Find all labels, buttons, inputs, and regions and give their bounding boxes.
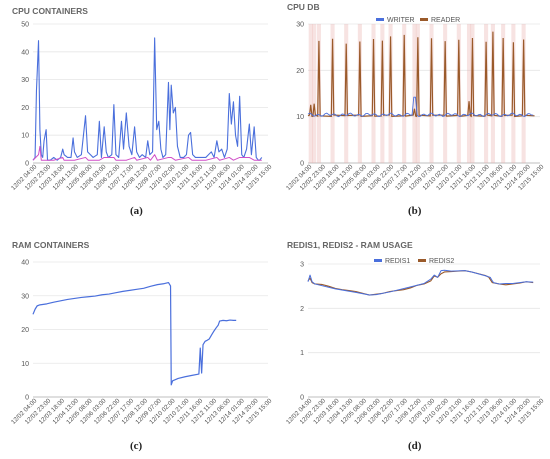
reader-spike-band [388,24,393,163]
y-tick-label-redis-ram-1: 1 [300,350,304,357]
reader-spike-band [312,24,317,163]
title-cpu-db: CPU DB [287,2,320,12]
legend-label-reader: READER [431,17,460,24]
y-tick-label-redis-ram-2: 2 [300,306,304,313]
legend-label-writer: WRITER [387,17,415,24]
y-tick-label-ram-containers-4: 40 [21,260,29,267]
reader-spike-band [371,24,376,163]
series-reader-line [307,31,535,118]
series-line-ram-containers-0 [32,281,237,386]
y-tick-label-cpu-db-0: 0 [300,161,304,168]
caption-b: (b) [408,205,422,217]
reader-spike-band [521,24,526,163]
reader-spike-band [308,24,313,163]
reader-spike-band [466,24,472,163]
y-tick-label-ram-containers-2: 20 [21,327,29,334]
y-tick-label-cpu-containers-2: 20 [21,105,29,112]
reader-spike-band [501,24,506,163]
title-redis-ram: REDIS1, REDIS2 - RAM USAGE [287,240,413,250]
y-tick-label-ram-containers-1: 10 [21,361,29,368]
title-cpu-containers: CPU CONTAINERS [12,6,88,16]
reader-spike-band [470,24,475,163]
series-line-cpu-containers-0 [32,37,263,161]
reader-spike-band [456,24,461,163]
legend-redis: REDIS1 REDIS2 [374,258,454,265]
caption-c: (c) [130,440,143,452]
legend-label-redis1: REDIS1 [385,258,410,265]
y-tick-label-cpu-db-2: 20 [296,68,304,75]
legend-swatch-reader [420,18,428,21]
y-tick-label-redis-ram-0: 0 [300,395,304,402]
y-tick-label-cpu-containers-0: 0 [25,161,29,168]
reader-spike-band [511,24,516,163]
series-line-redis-ram-1 [307,269,534,296]
y-tick-label-cpu-db-3: 30 [296,22,304,29]
y-tick-label-ram-containers-3: 30 [21,293,29,300]
y-tick-label-redis-ram-3: 3 [300,262,304,269]
series-line-cpu-containers-1 [32,145,262,161]
reader-spike-band [402,24,407,163]
legend-swatch-redis2 [418,259,426,262]
series-writer-line [307,96,534,118]
reader-spike-band [443,24,448,163]
y-tick-label-ram-containers-0: 0 [25,395,29,402]
caption-a: (a) [130,205,143,217]
reader-spike-band [429,24,434,163]
legend-cpu-db: WRITER READER [376,17,460,24]
legend-label-redis2: REDIS2 [429,258,454,265]
series-line-redis-ram-0 [307,270,534,296]
reader-spike-band [490,24,495,163]
reader-spike-band [415,24,420,163]
legend-swatch-redis1 [374,259,382,262]
reader-spike-band [344,24,349,163]
y-tick-label-cpu-containers-5: 50 [21,22,29,29]
reader-spike-band [357,24,362,163]
title-ram-containers: RAM CONTAINERS [12,240,90,250]
legend-swatch-writer [376,18,384,21]
reader-spike-band [380,24,385,163]
y-tick-label-cpu-containers-3: 30 [21,77,29,84]
reader-spike-band [316,24,321,163]
y-tick-label-cpu-db-1: 10 [296,114,304,121]
caption-d: (d) [408,440,422,452]
panel-redis-ram: REDIS1, REDIS2 - RAM USAGE REDIS1 REDIS2… [285,240,546,426]
reader-spike-band [484,24,489,163]
reader-spike-band [412,24,417,163]
y-tick-label-cpu-containers-1: 10 [21,133,29,140]
reader-spike-band [330,24,335,163]
y-tick-label-cpu-containers-4: 40 [21,49,29,56]
